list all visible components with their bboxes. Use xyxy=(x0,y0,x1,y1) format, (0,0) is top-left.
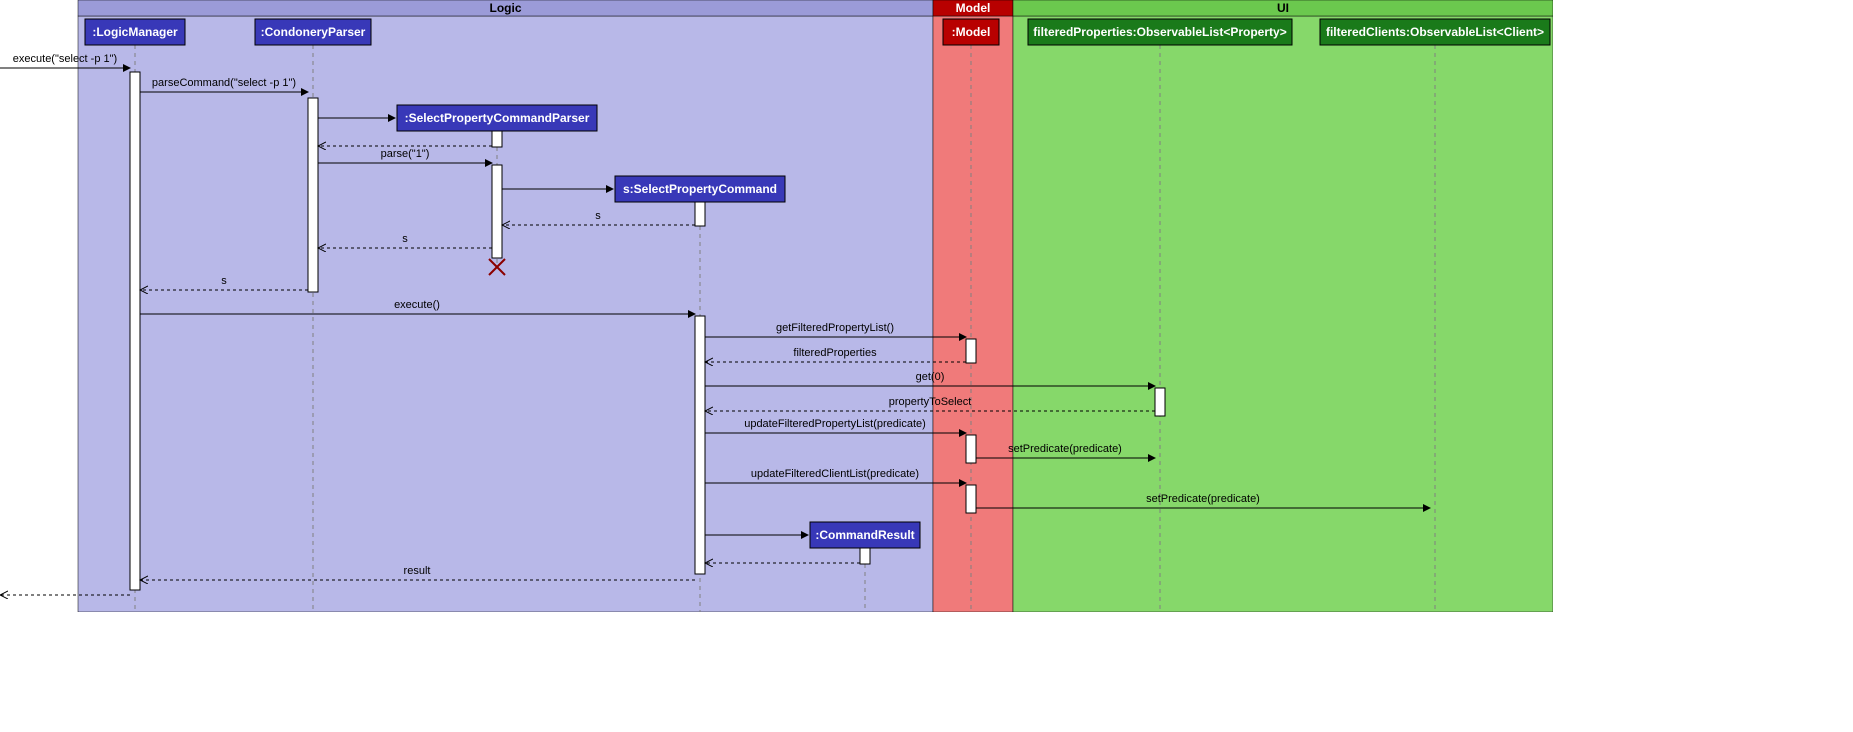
msg-getFiltered-label: getFilteredPropertyList() xyxy=(776,322,894,334)
model-act3 xyxy=(966,485,976,513)
model-act2 xyxy=(966,435,976,463)
msg-get0-label: get(0) xyxy=(916,371,945,383)
msg-parseCommand-label: parseCommand("select -p 1") xyxy=(152,77,296,89)
condoneryParser-act xyxy=(308,98,318,292)
logicManager-act xyxy=(130,72,140,590)
msg-propToSelect-label: propertyToSelect xyxy=(889,396,972,408)
selectParser-act2 xyxy=(492,165,502,258)
participant-filteredProperties-label: filteredProperties:ObservableList<Proper… xyxy=(1033,25,1286,39)
participant-model-label: :Model xyxy=(952,25,991,39)
participant-condoneryParser-label: :CondoneryParser xyxy=(261,25,366,39)
msg-return-s3-label: s xyxy=(221,275,227,287)
region-ui xyxy=(1013,16,1553,612)
filteredProperties-act xyxy=(1155,388,1165,416)
participant-selectCommand-label: s:SelectPropertyCommand xyxy=(623,182,777,196)
msg-setPred1-label: setPredicate(predicate) xyxy=(1008,443,1122,455)
participant-logicManager-label: :LogicManager xyxy=(92,25,178,39)
msg-execute-label: execute() xyxy=(394,299,440,311)
model-act1 xyxy=(966,339,976,363)
msg-updateClient-label: updateFilteredClientList(predicate) xyxy=(751,468,919,480)
msg-return-s2-label: s xyxy=(402,233,408,245)
selectCommand-act2 xyxy=(695,316,705,574)
sequence-diagram: Logic Model UI :LogicManager :CondoneryParse… xyxy=(0,0,1553,612)
msg-updateProp-label: updateFilteredPropertyList(predicate) xyxy=(744,418,926,430)
region-logic-label: Logic xyxy=(490,1,522,15)
participant-filteredClients-label: filteredClients:ObservableList<Client> xyxy=(1326,25,1544,39)
participant-commandResult-label: :CommandResult xyxy=(815,528,914,542)
msg-parse-label: parse("1") xyxy=(381,148,430,160)
participant-selectParser-label: :SelectPropertyCommandParser xyxy=(405,111,590,125)
msg-filteredProps-label: filteredProperties xyxy=(793,347,877,359)
msg-result-label: result xyxy=(404,565,431,577)
region-model-label: Model xyxy=(956,1,991,15)
region-model xyxy=(933,16,1013,612)
region-ui-label: UI xyxy=(1277,1,1289,15)
msg-execute-in-label: execute("select -p 1") xyxy=(13,53,117,65)
msg-setPred2-label: setPredicate(predicate) xyxy=(1146,493,1260,505)
msg-return-s1-label: s xyxy=(595,210,601,222)
